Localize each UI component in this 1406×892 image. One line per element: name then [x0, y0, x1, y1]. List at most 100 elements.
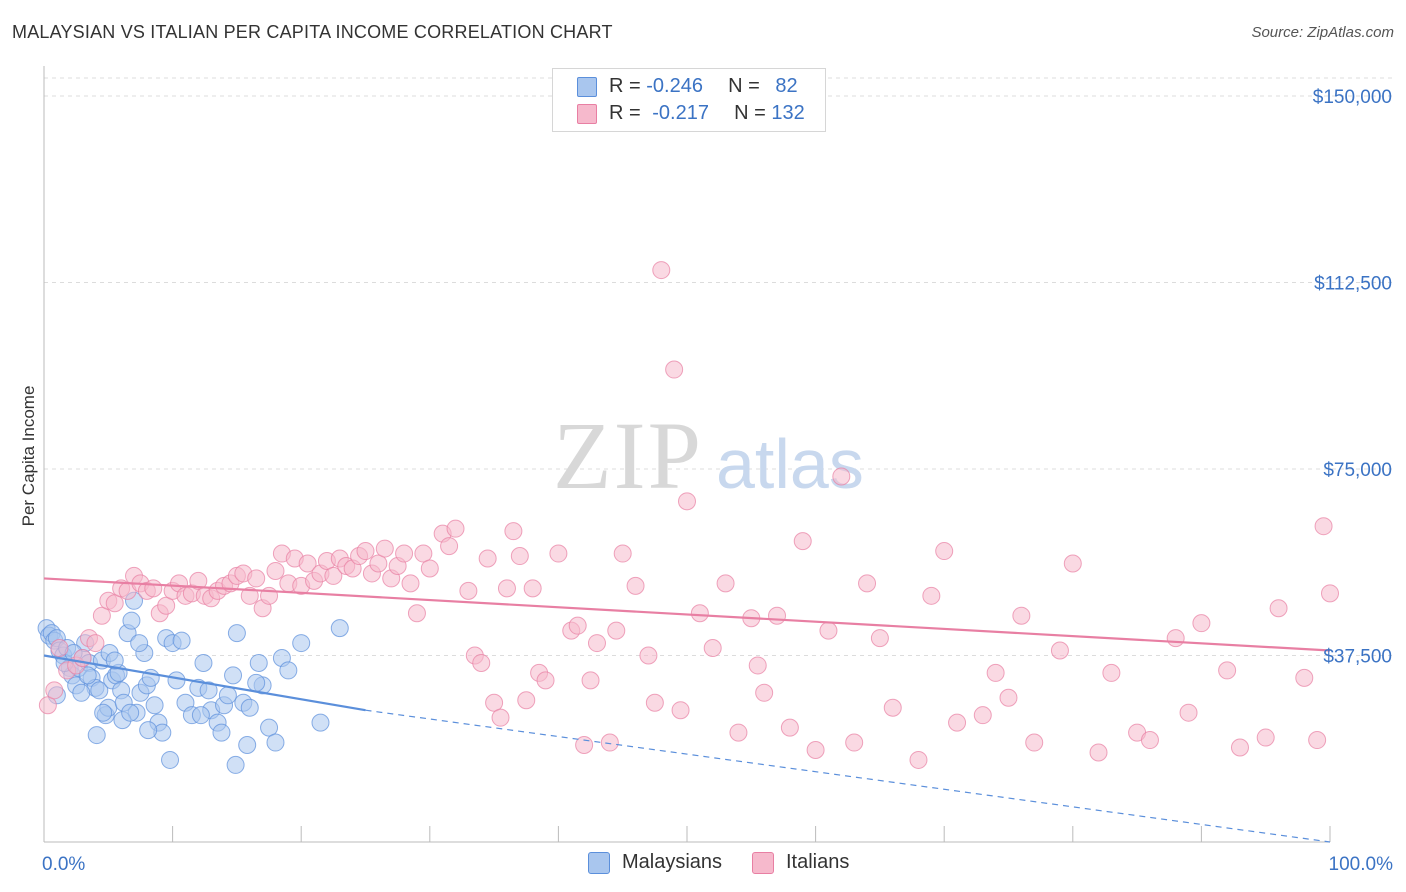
data-point	[260, 718, 279, 737]
data-point	[1230, 738, 1249, 757]
data-point	[935, 542, 954, 561]
data-point	[38, 696, 57, 715]
data-point	[144, 579, 163, 598]
data-point	[1089, 743, 1108, 762]
data-point	[1179, 703, 1198, 722]
data-point	[536, 671, 555, 690]
data-point	[247, 569, 266, 588]
data-point	[92, 606, 111, 625]
data-point	[729, 723, 748, 742]
legend-r-value: -0.246	[646, 75, 703, 97]
data-point	[72, 683, 91, 702]
data-point	[311, 713, 330, 732]
data-point	[973, 706, 992, 725]
data-point	[1269, 599, 1288, 618]
data-point	[645, 693, 664, 712]
y-tick-labels: $37,500 $75,000 $112,500 $150,000	[1313, 87, 1392, 668]
data-point	[922, 586, 941, 605]
legend-r-label: R =	[609, 102, 647, 124]
legend-n-label: N =	[728, 75, 766, 97]
data-point	[883, 698, 902, 717]
data-point	[780, 718, 799, 737]
data-point	[1102, 663, 1121, 682]
data-point	[1308, 731, 1327, 750]
data-point	[716, 574, 735, 593]
y-tick-label: $150,000	[1313, 87, 1392, 108]
legend-n-value: 132	[771, 102, 805, 124]
data-points	[37, 261, 1339, 774]
series-malaysians	[37, 591, 349, 774]
data-point	[145, 696, 164, 715]
data-point	[121, 703, 140, 722]
data-point	[1295, 668, 1314, 687]
data-point	[1192, 614, 1211, 633]
data-point	[607, 621, 626, 640]
data-point	[330, 619, 349, 638]
data-point	[218, 686, 237, 705]
legend-r-value: -0.217	[652, 102, 709, 124]
data-point	[50, 639, 69, 658]
trend-lines	[43, 577, 1331, 843]
data-point	[986, 663, 1005, 682]
data-point	[356, 542, 375, 561]
data-point	[1063, 554, 1082, 573]
data-point	[870, 629, 889, 648]
data-point	[122, 611, 141, 630]
data-point	[948, 713, 967, 732]
y-tick-label: $37,500	[1323, 647, 1392, 668]
x-tick-label: 100.0%	[1329, 854, 1394, 875]
data-point	[678, 492, 696, 511]
data-point	[292, 634, 311, 653]
source-label: Source: ZipAtlas.com	[1251, 24, 1394, 41]
legend-n-value: 82	[775, 75, 798, 97]
watermark-zip: ZIP	[553, 402, 703, 509]
data-point	[86, 634, 105, 653]
data-point	[1256, 728, 1275, 747]
trend-line-malaysians	[43, 654, 366, 712]
data-point	[172, 631, 191, 650]
data-point	[587, 634, 606, 653]
data-point	[806, 740, 825, 759]
data-point	[1050, 641, 1069, 660]
data-point	[1321, 584, 1339, 603]
data-point	[212, 723, 231, 742]
data-point	[45, 681, 64, 700]
legend-label-italians: Italians	[786, 851, 850, 873]
legend-label-malaysians: Malaysians	[622, 851, 723, 873]
data-point	[420, 559, 439, 578]
data-point	[510, 547, 529, 566]
data-point	[167, 671, 186, 690]
data-point	[491, 708, 510, 727]
data-point	[240, 586, 259, 605]
legend-swatch-italians	[577, 104, 597, 124]
data-point	[652, 261, 671, 280]
data-point	[130, 634, 149, 653]
data-point	[793, 532, 812, 551]
data-point	[613, 544, 632, 563]
data-point	[459, 581, 478, 600]
data-point	[671, 701, 690, 720]
data-point	[504, 522, 523, 541]
legend-swatch-italians	[752, 852, 774, 874]
data-point	[161, 750, 180, 769]
legend-swatch-malaysians	[577, 77, 597, 97]
data-point	[224, 666, 243, 685]
data-point	[94, 703, 113, 722]
data-point	[369, 554, 388, 573]
stats-legend: R = -0.246 N = 82 R = -0.217 N = 132	[552, 68, 826, 132]
data-point	[478, 549, 497, 568]
data-point	[568, 616, 587, 635]
data-point	[199, 681, 218, 700]
data-point	[600, 733, 619, 752]
data-point	[78, 666, 97, 685]
data-point	[858, 574, 877, 593]
data-point	[247, 673, 266, 692]
data-point	[90, 681, 109, 700]
watermark-atlas: atlas	[716, 425, 864, 503]
data-point	[523, 579, 542, 598]
data-point	[266, 733, 285, 752]
data-point	[240, 698, 259, 717]
data-point	[238, 736, 257, 755]
data-point	[298, 554, 317, 573]
